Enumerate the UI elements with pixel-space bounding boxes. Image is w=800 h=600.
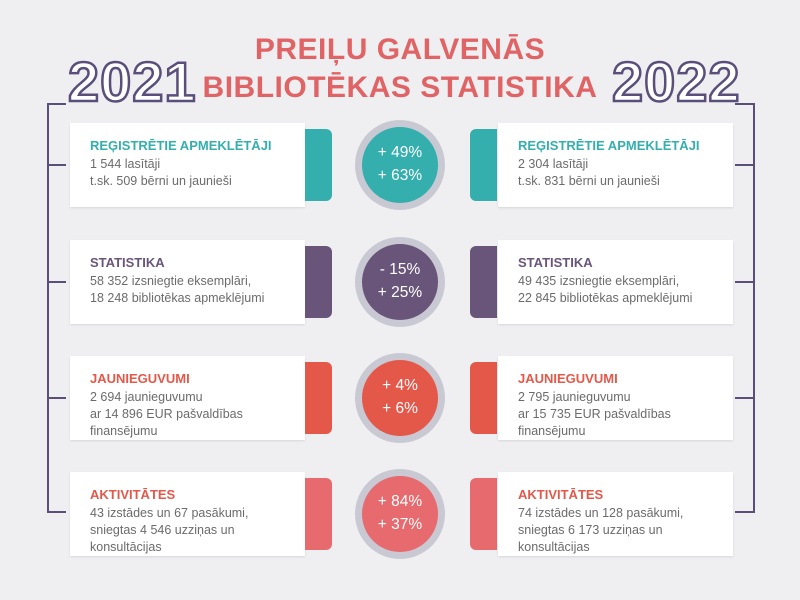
card-heading: REĢISTRĒTIE APMEKLĒTĀJI — [518, 138, 700, 153]
card-left-statistics: STATISTIKA 58 352 izsniegtie eksemplāri,… — [70, 240, 305, 324]
tab-teal-left — [305, 129, 332, 201]
card-right-statistics: STATISTIKA 49 435 izsniegtie eksemplāri,… — [498, 240, 733, 324]
card-text: 43 izstādes un 67 pasākumi, sniegtas 4 5… — [90, 506, 249, 554]
tab-purple-left — [305, 246, 332, 318]
change-value-2: + 37% — [377, 516, 423, 533]
change-value-2: + 25% — [377, 284, 423, 301]
card-text: 2 694 jaunieguvumu ar 14 896 EUR pašvald… — [90, 390, 243, 438]
change-value-1: + 49% — [377, 144, 423, 161]
card-heading: REĢISTRĒTIE APMEKLĒTĀJI — [90, 138, 272, 153]
card-left-registered: REĢISTRĒTIE APMEKLĒTĀJI 1 544 lasītāji t… — [70, 123, 305, 207]
change-value-1: + 84% — [377, 493, 423, 510]
card-text: 2 304 lasītāji t.sk. 831 bērni un jaunie… — [518, 157, 660, 188]
tab-pink-right — [470, 478, 497, 550]
card-heading: STATISTIKA — [90, 255, 165, 270]
card-right-registered: REĢISTRĒTIE APMEKLĒTĀJI 2 304 lasītāji t… — [498, 123, 733, 207]
card-right-acquisitions: JAUNIEGUVUMI 2 795 jaunieguvumu ar 15 73… — [498, 356, 733, 440]
change-value-2: + 63% — [377, 167, 423, 184]
change-value-1: - 15% — [379, 261, 421, 278]
title-line-2: BIBLIOTĒKAS STATISTIKA — [202, 71, 598, 104]
year-2022: 2022 — [611, 50, 741, 113]
card-text: 74 izstādes un 128 pasākumi, sniegtas 6 … — [518, 506, 684, 554]
tab-orange-left — [305, 362, 332, 434]
change-circle-acquisitions: + 4% + 6% — [355, 353, 445, 443]
card-text: 58 352 izsniegtie eksemplāri, 18 248 bib… — [90, 274, 265, 305]
change-circle-registered: + 49% + 63% — [355, 120, 445, 210]
card-text: 2 795 jaunieguvumu ar 15 735 EUR pašvald… — [518, 390, 671, 438]
change-value-2: + 6% — [382, 400, 418, 417]
card-heading: JAUNIEGUVUMI — [518, 371, 618, 386]
card-text: 49 435 izsniegtie eksemplāri, 22 845 bib… — [518, 274, 693, 305]
card-heading: JAUNIEGUVUMI — [90, 371, 190, 386]
change-value-1: + 4% — [382, 377, 418, 394]
card-right-activities: AKTIVITĀTES 74 izstādes un 128 pasākumi,… — [498, 472, 733, 556]
card-heading: STATISTIKA — [518, 255, 593, 270]
card-left-acquisitions: JAUNIEGUVUMI 2 694 jaunieguvumu ar 14 89… — [70, 356, 305, 440]
card-text: 1 544 lasītāji t.sk. 509 bērni un jaunie… — [90, 157, 232, 188]
title-line-1: PREIĻU GALVENĀS — [254, 33, 546, 66]
tab-orange-right — [470, 362, 497, 434]
card-left-activities: AKTIVITĀTES 43 izstādes un 67 pasākumi, … — [70, 472, 305, 556]
tab-pink-left — [305, 478, 332, 550]
change-circle-activities: + 84% + 37% — [355, 469, 445, 559]
tab-teal-right — [470, 129, 497, 201]
change-circle-statistics: - 15% + 25% — [355, 237, 445, 327]
card-heading: AKTIVITĀTES — [90, 487, 176, 502]
year-2021: 2021 — [67, 50, 197, 113]
card-heading: AKTIVITĀTES — [518, 487, 604, 502]
tab-purple-right — [470, 246, 497, 318]
